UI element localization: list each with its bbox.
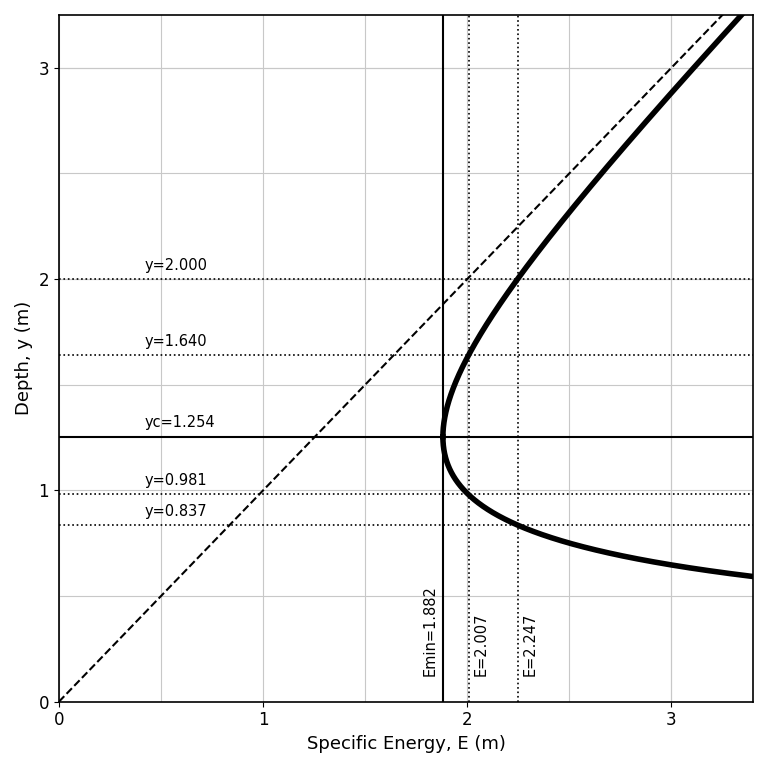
Text: E=2.247: E=2.247 <box>523 613 538 677</box>
Text: Emin=1.882: Emin=1.882 <box>423 585 438 677</box>
X-axis label: Specific Energy, E (m): Specific Energy, E (m) <box>306 735 505 753</box>
Text: yc=1.254: yc=1.254 <box>144 415 215 430</box>
Text: y=0.981: y=0.981 <box>144 473 207 488</box>
Text: E=2.007: E=2.007 <box>474 613 488 677</box>
Text: y=0.837: y=0.837 <box>144 504 207 518</box>
Y-axis label: Depth, y (m): Depth, y (m) <box>15 301 33 415</box>
Text: y=1.640: y=1.640 <box>144 334 207 349</box>
Text: y=2.000: y=2.000 <box>144 258 207 273</box>
